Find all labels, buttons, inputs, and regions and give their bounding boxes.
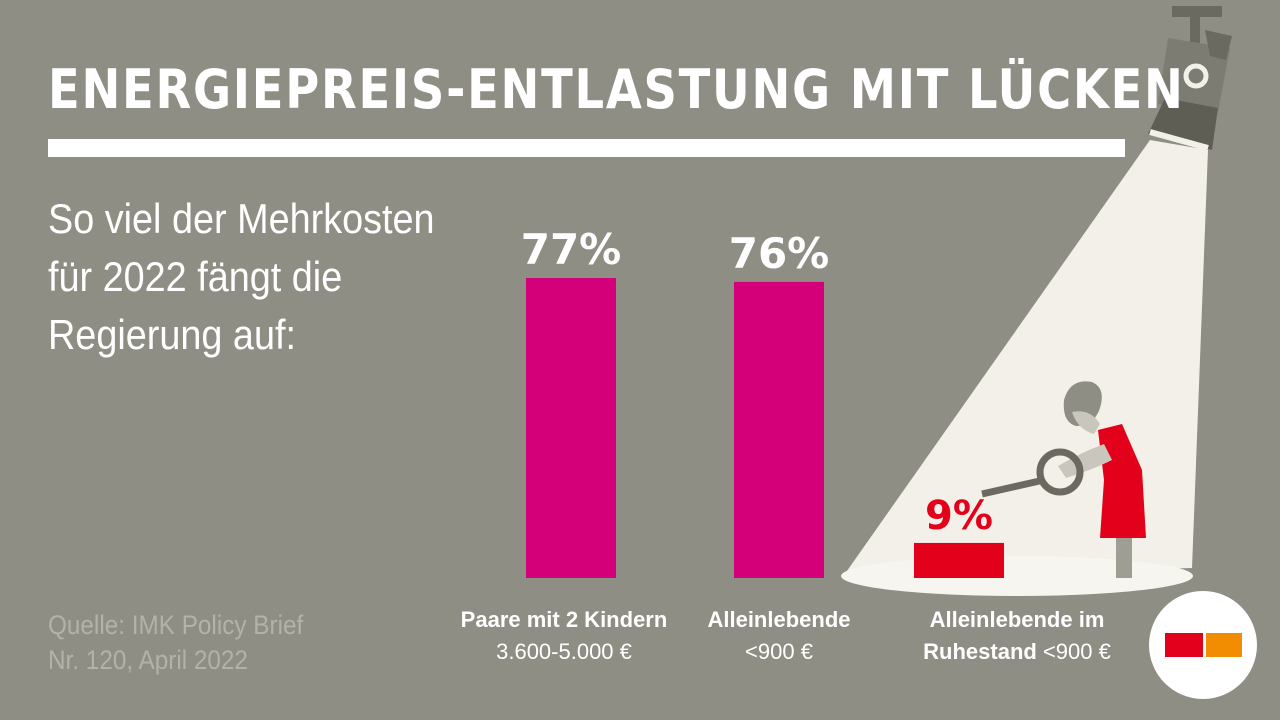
value-label-singles: 76% bbox=[729, 229, 830, 278]
category-label-bold: Ruhestand bbox=[923, 639, 1037, 664]
category-label-singles: Alleinlebende <900 € bbox=[659, 604, 899, 668]
subtitle-line: So viel der Mehrkosten bbox=[48, 195, 435, 242]
source-line: Nr. 120, April 2022 bbox=[48, 645, 248, 675]
category-label-bold: Paare mit 2 Kindern bbox=[460, 607, 668, 632]
category-label-normal: <900 € bbox=[745, 639, 813, 664]
category-label-line2: Ruhestand <900 € bbox=[897, 636, 1137, 668]
chart-subtitle: So viel der Mehrkosten für 2022 fängt di… bbox=[48, 190, 435, 364]
bar-retirees bbox=[914, 542, 1004, 578]
subtitle-line: Regierung auf: bbox=[48, 311, 296, 358]
category-label-normal: <900 € bbox=[1036, 639, 1111, 664]
source-line: Quelle: IMK Policy Brief bbox=[48, 610, 304, 640]
category-label-bold: Alleinlebende im bbox=[929, 607, 1105, 632]
woman-with-magnifier-icon bbox=[981, 381, 1146, 578]
bar-couples bbox=[526, 278, 616, 578]
bar-singles bbox=[734, 281, 824, 578]
source-note: Quelle: IMK Policy Brief Nr. 120, April … bbox=[48, 608, 303, 678]
category-label-retirees: Alleinlebende im Ruhestand <900 € bbox=[897, 604, 1137, 668]
chart-title: ENERGIEPREIS-ENTLASTUNG MIT LÜCKEN bbox=[48, 58, 1185, 121]
category-label-normal: 3.600-5.000 € bbox=[496, 639, 632, 664]
category-label-couples: Paare mit 2 Kindern 3.600-5.000 € bbox=[444, 604, 684, 668]
value-label-couples: 77% bbox=[521, 225, 622, 274]
title-rule bbox=[48, 139, 1125, 157]
category-label-bold: Alleinlebende bbox=[707, 607, 851, 632]
value-label-retirees: 9% bbox=[925, 493, 993, 539]
spotlight-lamp-icon bbox=[1148, 6, 1232, 151]
subtitle-line: für 2022 fängt die bbox=[48, 253, 343, 300]
brand-logo-icon bbox=[1149, 591, 1257, 699]
